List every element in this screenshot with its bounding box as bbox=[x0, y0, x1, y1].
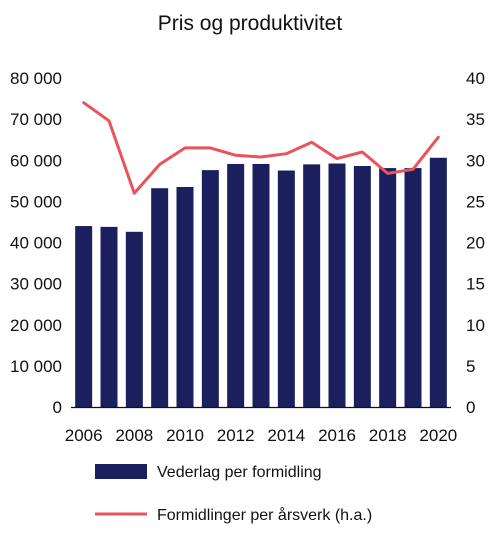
bar bbox=[75, 226, 93, 407]
y-left-tick-label: 0 bbox=[53, 398, 62, 417]
series-line bbox=[82, 101, 440, 195]
y-right-tick-label: 10 bbox=[466, 316, 485, 335]
line-series bbox=[82, 101, 440, 195]
bar bbox=[277, 170, 295, 407]
bar bbox=[252, 163, 270, 407]
y-right-tick-label: 15 bbox=[466, 275, 485, 294]
bar-series bbox=[75, 157, 447, 407]
y-right-tick-label: 35 bbox=[466, 110, 485, 129]
y-right-tick-label: 40 bbox=[466, 69, 485, 88]
y-right-tick-label: 0 bbox=[466, 398, 475, 417]
bar bbox=[404, 168, 422, 407]
bar bbox=[379, 168, 397, 407]
bar bbox=[227, 163, 245, 407]
y-right-tick-label: 30 bbox=[466, 151, 485, 170]
bar bbox=[328, 163, 346, 407]
y-left-tick-label: 60 000 bbox=[10, 151, 62, 170]
y-left-tick-label: 30 000 bbox=[10, 275, 62, 294]
y-right-tick-label: 25 bbox=[466, 192, 485, 211]
y-left-tick-label: 50 000 bbox=[10, 192, 62, 211]
bar bbox=[201, 170, 219, 407]
x-tick-label: 2008 bbox=[115, 426, 153, 445]
bar bbox=[353, 166, 371, 407]
x-tick-label: 2016 bbox=[318, 426, 356, 445]
y-left-tick-label: 80 000 bbox=[10, 69, 62, 88]
y-left-tick-label: 20 000 bbox=[10, 316, 62, 335]
y-left-tick-label: 70 000 bbox=[10, 110, 62, 129]
legend-label-bar: Vederlag per formidling bbox=[157, 464, 322, 481]
left-y-axis: 0 10 000 20 000 30 000 40 000 50 000 60 000 70 … bbox=[10, 69, 62, 417]
y-left-tick-label: 10 000 bbox=[10, 357, 62, 376]
bar bbox=[151, 188, 169, 407]
x-tick-label: 2020 bbox=[419, 426, 457, 445]
legend-swatch-bar bbox=[95, 464, 147, 479]
chart-title: Pris og produktivitet bbox=[158, 12, 343, 35]
bar bbox=[429, 157, 447, 407]
legend-label-line: Formidlinger per årsverk (h.a.) bbox=[157, 506, 372, 524]
bar bbox=[100, 226, 118, 407]
bar bbox=[176, 186, 194, 407]
x-tick-label: 2010 bbox=[166, 426, 204, 445]
legend: Vederlag per formidling Formidlinger per… bbox=[95, 464, 372, 524]
x-tick-label: 2006 bbox=[65, 426, 103, 445]
bar bbox=[125, 231, 143, 407]
bar bbox=[303, 164, 321, 407]
y-left-tick-label: 40 000 bbox=[10, 234, 62, 253]
y-right-tick-label: 5 bbox=[466, 357, 475, 376]
x-tick-label: 2014 bbox=[267, 426, 305, 445]
x-axis: 2006 2008 2010 2012 2014 2016 2018 2020 bbox=[65, 426, 457, 445]
x-tick-label: 2018 bbox=[369, 426, 407, 445]
x-tick-label: 2012 bbox=[217, 426, 255, 445]
right-y-axis: 0 5 10 15 20 25 30 35 40 bbox=[466, 69, 485, 417]
y-right-tick-label: 20 bbox=[466, 234, 485, 253]
